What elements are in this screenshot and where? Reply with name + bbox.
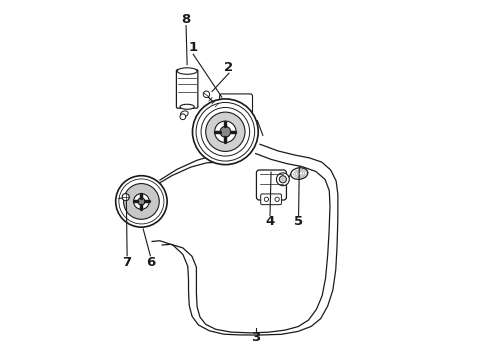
FancyBboxPatch shape: [220, 94, 252, 114]
Circle shape: [138, 198, 145, 205]
Text: 2: 2: [224, 61, 234, 74]
Circle shape: [264, 197, 269, 202]
Text: 4: 4: [266, 215, 274, 228]
Text: 7: 7: [122, 256, 132, 269]
Circle shape: [206, 112, 245, 152]
Text: 1: 1: [189, 41, 198, 54]
Ellipse shape: [177, 68, 197, 74]
Circle shape: [122, 194, 129, 201]
FancyBboxPatch shape: [176, 69, 198, 108]
Circle shape: [276, 173, 289, 186]
Text: 3: 3: [251, 331, 260, 344]
FancyBboxPatch shape: [256, 170, 287, 200]
Text: 6: 6: [146, 256, 155, 269]
Circle shape: [193, 99, 258, 165]
Ellipse shape: [180, 111, 188, 117]
Ellipse shape: [180, 104, 194, 109]
Circle shape: [275, 197, 279, 202]
Circle shape: [123, 184, 159, 219]
Circle shape: [116, 176, 167, 227]
Ellipse shape: [291, 168, 308, 179]
Circle shape: [180, 114, 186, 120]
FancyBboxPatch shape: [261, 194, 281, 204]
Text: 5: 5: [294, 215, 303, 228]
Circle shape: [279, 176, 287, 183]
Circle shape: [220, 126, 231, 137]
Circle shape: [134, 194, 149, 209]
Text: 8: 8: [181, 13, 191, 26]
Circle shape: [203, 91, 210, 98]
Circle shape: [215, 121, 236, 143]
